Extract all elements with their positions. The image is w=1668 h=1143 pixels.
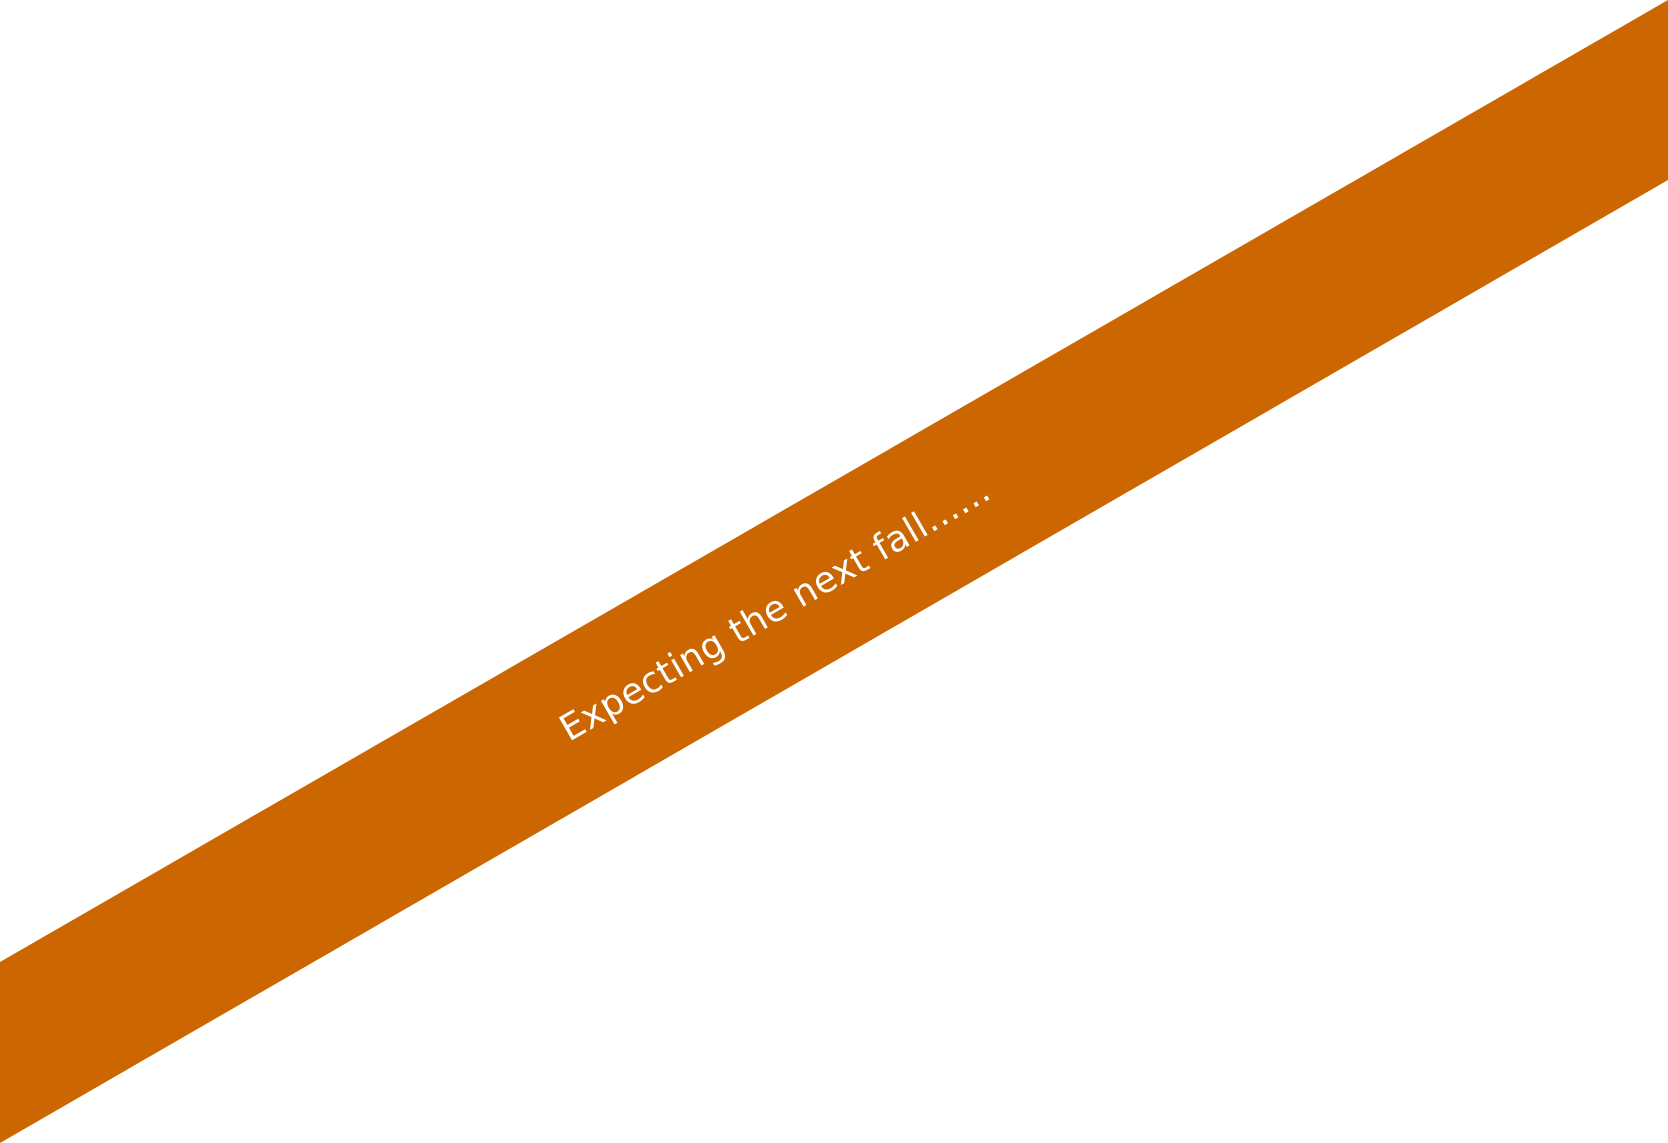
diagonal-band-shape	[0, 0, 1668, 1143]
diagonal-banner: Expecting the next fall......	[0, 0, 1668, 1143]
page-canvas: Expecting the next fall......	[0, 0, 1668, 1143]
